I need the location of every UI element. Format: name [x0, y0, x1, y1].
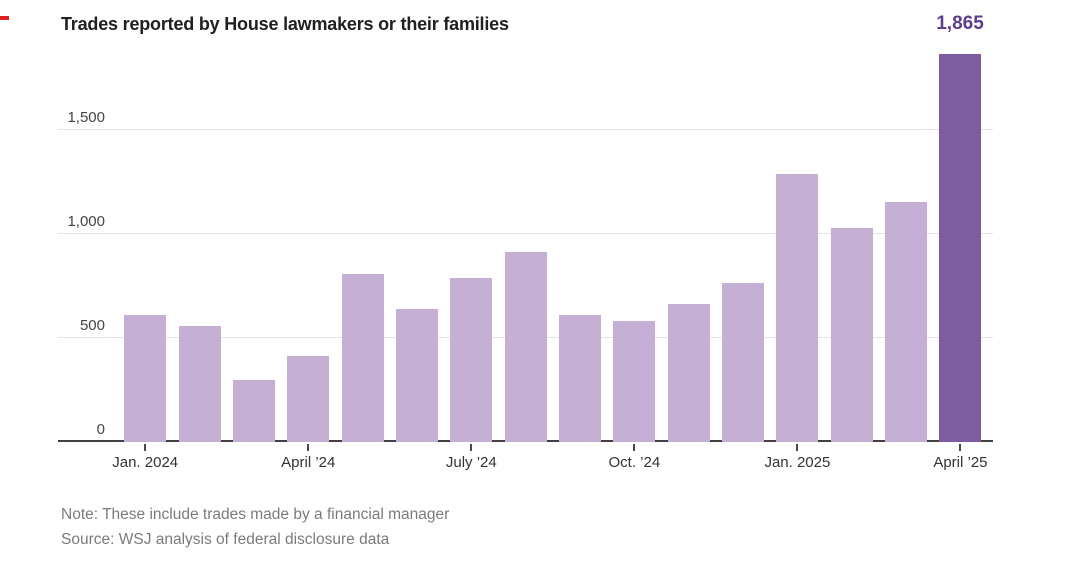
gridline-1000: [58, 233, 993, 234]
bar-march-2024: [232, 379, 275, 442]
source-text: Source: WSJ analysis of federal disclosu…: [61, 530, 390, 548]
bar-jan-2024: [124, 315, 167, 442]
page-title: Trades reported by House lawmakers or th…: [61, 14, 509, 34]
x-axis-label-april-24: April ’24: [281, 454, 336, 471]
chart-footer: Note: These include trades made by a fin…: [61, 503, 449, 552]
bar-jan-2025: [776, 173, 819, 442]
x-axis-label-jan-2024: Jan. 2024: [112, 454, 179, 471]
bar-march-2025: [885, 201, 928, 442]
gridline-1500: [58, 129, 993, 130]
bar-april-2024: [287, 355, 330, 442]
y-axis-label-1500: 1,500: [67, 109, 105, 126]
bar-dec-2024: [722, 282, 765, 442]
bar-aug-2024: [504, 251, 547, 442]
note-text: Note: These include trades made by a fin…: [61, 506, 450, 523]
x-axis-tick-april-24: [307, 444, 310, 451]
x-axis-tick-july-24: [470, 444, 473, 451]
x-axis-tick-jan-2024: [144, 444, 147, 451]
bar-nov-2024: [667, 303, 710, 442]
x-axis-label-july-24: July ’24: [445, 454, 497, 471]
bar-april-2025: [939, 54, 982, 442]
x-axis-label-april-25: April ’25: [933, 454, 988, 471]
bar-june-2024: [395, 308, 438, 442]
y-axis-label-500: 500: [79, 317, 105, 334]
y-axis-label-1000: 1,000: [67, 213, 105, 230]
bar-oct-2024: [613, 321, 656, 442]
bar-sept-2024: [559, 315, 601, 442]
peak-value-label: 1,865: [936, 13, 984, 34]
x-axis-tick-april-25: [959, 444, 962, 451]
x-axis-label-jan-2025: Jan. 2025: [764, 454, 831, 471]
bar-chart: 0 500 1,000 1,500 Jan. 2024 April ’24 July ’24…: [58, 52, 993, 471]
y-axis-label-0: 0: [96, 421, 105, 438]
bar-may-2024: [341, 273, 384, 442]
red-dash-mark: [0, 16, 9, 20]
bar-feb-2025: [830, 227, 873, 442]
bar-feb-2024: [178, 325, 221, 442]
x-axis-label-oct-24: Oct. ’24: [608, 454, 661, 471]
bar-july-2024: [450, 277, 493, 442]
x-axis-tick-oct-24: [633, 444, 636, 451]
x-axis-tick-jan-2025: [796, 444, 799, 451]
